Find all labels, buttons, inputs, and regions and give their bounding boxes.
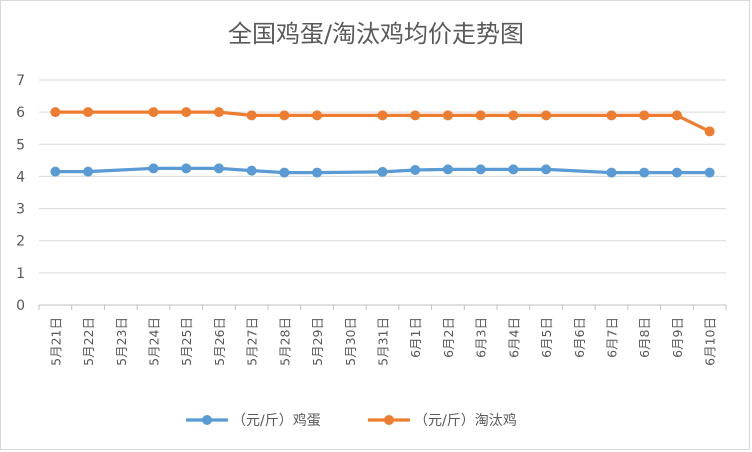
- data-point: [475, 110, 486, 121]
- data-point: [410, 110, 421, 121]
- data-point: [377, 110, 388, 121]
- data-point: [246, 165, 257, 176]
- legend-item-2: （元/斤）淘汰鸡: [368, 412, 517, 429]
- data-point: [312, 110, 323, 121]
- x-tick-label: 5月24日: [147, 317, 162, 366]
- series-2: [50, 107, 715, 137]
- data-point: [442, 110, 453, 121]
- data-point: [671, 167, 682, 178]
- data-point: [639, 167, 650, 178]
- legend: （元/斤）鸡蛋 （元/斤）淘汰鸡: [186, 412, 517, 429]
- series-layer: [50, 107, 715, 178]
- series-line: [55, 110, 711, 133]
- data-point: [639, 110, 650, 121]
- data-point: [541, 110, 552, 121]
- data-point: [606, 110, 617, 121]
- data-point: [213, 163, 224, 174]
- data-point: [148, 107, 159, 118]
- y-tick-label: 5: [16, 137, 25, 153]
- series-line: [55, 166, 710, 175]
- x-tick-label: 6月6日: [572, 317, 587, 358]
- y-axis: 0 1 2 3 4 5 6 7: [16, 73, 25, 314]
- y-tick-label: 3: [16, 202, 25, 218]
- data-point: [181, 107, 192, 118]
- x-tick-label: 6月4日: [506, 317, 521, 358]
- x-tick-label: 6月8日: [637, 317, 652, 358]
- x-tick-label: 5月25日: [179, 317, 194, 366]
- x-tick-label: 5月22日: [81, 317, 96, 366]
- x-tick-label: 5月27日: [245, 317, 260, 366]
- data-point: [671, 110, 682, 121]
- legend-marker: [384, 415, 394, 425]
- y-tick-label: 1: [16, 266, 25, 282]
- data-point: [442, 164, 453, 175]
- data-point: [606, 167, 617, 178]
- y-tick-label: 4: [16, 169, 25, 185]
- x-tick-label: 6月9日: [670, 317, 685, 358]
- data-point: [83, 166, 94, 177]
- data-point: [508, 110, 519, 121]
- x-tick-label: 6月5日: [539, 317, 554, 358]
- x-tick-label: 6月10日: [703, 317, 718, 366]
- legend-label: （元/斤）鸡蛋: [232, 412, 321, 429]
- data-point: [279, 167, 290, 178]
- data-point: [475, 164, 486, 175]
- data-point: [541, 164, 552, 175]
- series-1: [50, 163, 715, 178]
- x-tick-label: 5月26日: [212, 317, 227, 366]
- data-point: [410, 165, 421, 175]
- legend-item-1: （元/斤）鸡蛋: [186, 412, 321, 429]
- data-point: [279, 110, 290, 121]
- y-tick-label: 2: [16, 234, 25, 250]
- data-point: [148, 163, 159, 174]
- x-axis: 5月21日 5月22日 5月23日 5月24日 5月25日 5月26日 5月27日 5月28日…: [38, 305, 727, 366]
- data-point: [83, 107, 94, 118]
- legend-label: （元/斤）淘汰鸡: [414, 412, 517, 429]
- data-point: [50, 107, 61, 118]
- data-point: [213, 107, 224, 118]
- x-tick-label: 6月3日: [474, 317, 489, 358]
- data-point: [50, 166, 61, 177]
- data-point: [312, 167, 323, 178]
- data-point: [508, 164, 519, 175]
- data-point: [377, 166, 388, 177]
- legend-marker: [202, 415, 212, 425]
- x-tick-label: 6月2日: [441, 317, 456, 358]
- data-point: [246, 110, 257, 121]
- x-tick-label: 5月23日: [114, 317, 129, 366]
- x-tick-label: 6月1日: [408, 317, 423, 358]
- x-tick-label: 5月30日: [343, 317, 358, 366]
- x-tick-label: 5月21日: [48, 317, 63, 366]
- x-tick-label: 5月29日: [310, 317, 325, 366]
- y-tick-label: 7: [16, 73, 25, 89]
- data-point: [704, 126, 715, 137]
- x-tick-label: 5月28日: [277, 317, 292, 366]
- data-point: [181, 163, 192, 174]
- chart-title: 全国鸡蛋/淘汰鸡均价走势图: [227, 20, 525, 48]
- y-tick-label: 0: [16, 298, 25, 314]
- y-tick-label: 6: [16, 105, 25, 121]
- x-tick-label: 5月31日: [376, 317, 391, 366]
- x-tick-label: 6月7日: [605, 317, 620, 358]
- data-point: [704, 167, 715, 178]
